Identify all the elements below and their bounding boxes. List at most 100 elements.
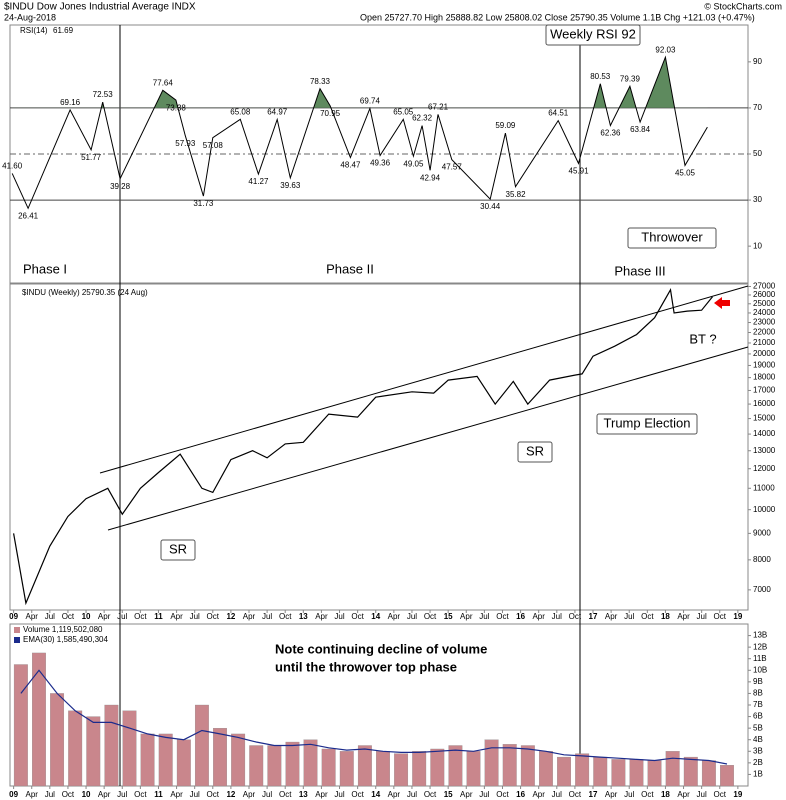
- credit: © StockCharts.com: [704, 1, 782, 11]
- y-tick-label: 5B: [753, 723, 763, 732]
- y-tick-label: 20000: [753, 349, 776, 358]
- data-label: 47.57: [442, 163, 463, 172]
- legend-swatch: [14, 627, 20, 633]
- x-tick-label: Apr: [26, 790, 39, 799]
- x-tick-label: 19: [733, 790, 742, 799]
- x-tick-label: Oct: [62, 790, 75, 799]
- annotation: Trump Election: [604, 415, 691, 430]
- x-tick-label: Apr: [605, 612, 618, 621]
- x-tick-label: Jul: [334, 790, 344, 799]
- x-tick-label: Jul: [697, 612, 707, 621]
- x-tick-label: 13: [299, 612, 308, 621]
- volume-bar: [720, 765, 734, 787]
- data-label: 64.97: [267, 108, 288, 117]
- data-label: 49.36: [370, 159, 391, 168]
- x-tick-label: Jul: [45, 612, 55, 621]
- volume-bar: [611, 759, 626, 787]
- volume-bar: [158, 733, 173, 787]
- x-tick-label: Oct: [714, 612, 727, 621]
- data-label: 72.53: [93, 90, 114, 99]
- volume-bar: [249, 745, 264, 787]
- x-tick-label: Apr: [315, 790, 328, 799]
- y-tick-label: 24000: [753, 308, 776, 317]
- data-label: 80.53: [590, 72, 611, 81]
- volume-bar: [593, 756, 608, 787]
- x-tick-label: 17: [589, 612, 598, 621]
- data-label: 59.09: [495, 121, 516, 130]
- data-label: 79.39: [620, 74, 641, 83]
- quote: Open 25727.70 High 25888.82 Low 25808.02…: [360, 12, 755, 22]
- y-tick-label: 3B: [753, 746, 763, 755]
- y-tick-label: 4B: [753, 735, 763, 744]
- y-tick-label: 23000: [753, 318, 776, 327]
- x-tick-label: Jul: [479, 612, 489, 621]
- x-tick-label: Jul: [407, 790, 417, 799]
- x-tick-label: Oct: [641, 612, 654, 621]
- data-label: 42.94: [420, 173, 441, 182]
- x-tick-label: Apr: [532, 790, 545, 799]
- overbought-fill: [101, 57, 675, 108]
- x-tick-label: Apr: [315, 612, 328, 621]
- x-tick-label: Apr: [532, 612, 545, 621]
- volume-bar: [466, 751, 481, 787]
- x-tick-label: Apr: [677, 612, 690, 621]
- volume-bar: [68, 710, 83, 787]
- rsi-line: [11, 55, 708, 210]
- annotation: Phase III: [614, 263, 665, 278]
- annotation: until the throwover top phase: [275, 659, 457, 674]
- y-tick-label: 1B: [753, 770, 763, 779]
- volume-bar: [86, 716, 101, 787]
- y-tick-label: 8000: [753, 555, 771, 564]
- data-label: 73.38: [166, 103, 187, 112]
- data-label: 48.47: [340, 161, 361, 170]
- y-tick-label: 13000: [753, 446, 776, 455]
- y-tick-label: 15000: [753, 414, 776, 423]
- data-label: 67.21: [428, 102, 449, 111]
- x-tick-label: Jul: [624, 612, 634, 621]
- data-label: 57.08: [203, 141, 224, 150]
- x-tick-label: Oct: [279, 790, 292, 799]
- x-tick-label: Apr: [605, 790, 618, 799]
- x-tick-label: Jul: [552, 612, 562, 621]
- volume-bar: [448, 745, 463, 787]
- x-tick-label: Oct: [496, 612, 509, 621]
- channel-lower: [107, 346, 749, 531]
- volume-bar: [683, 756, 698, 787]
- x-tick-label: Apr: [677, 790, 690, 799]
- volume-bar: [357, 745, 372, 787]
- x-tick-label: Oct: [424, 612, 437, 621]
- volume-bar: [557, 756, 571, 787]
- x-tick-label: Jul: [45, 790, 55, 799]
- price-frame: [9, 283, 749, 611]
- x-tick-label: Jul: [407, 612, 417, 621]
- x-tick-label: Oct: [569, 790, 582, 799]
- legend: $INDU (Weekly) 25790.35 (24 Aug): [22, 288, 148, 297]
- y-tick-label: 17000: [753, 386, 776, 395]
- volume-bar: [176, 739, 191, 787]
- callout-box: [545, 24, 641, 46]
- volume-bar: [104, 704, 119, 787]
- y-tick-label: 7B: [753, 700, 763, 709]
- x-tick-label: Jul: [552, 790, 562, 799]
- y-tick-label: 30: [753, 195, 762, 204]
- data-label: 26.41: [18, 211, 39, 220]
- y-tick-label: 19000: [753, 361, 776, 370]
- y-tick-label: 9000: [753, 528, 771, 537]
- data-label: 41.60: [2, 161, 23, 170]
- annotation: Note continuing decline of volume: [275, 641, 487, 656]
- volume-bar: [502, 744, 517, 787]
- volume-bar: [140, 733, 155, 787]
- date: 24-Aug-2018: [4, 12, 56, 22]
- volume-bar: [376, 751, 390, 787]
- x-tick-label: Apr: [388, 790, 401, 799]
- volume-bar: [194, 704, 209, 787]
- annotation: Throwover: [641, 229, 703, 244]
- callout-box: [517, 441, 553, 463]
- annotation: Phase II: [326, 261, 374, 276]
- data-label: 69.74: [360, 97, 381, 106]
- volume-bar: [213, 727, 227, 787]
- x-tick-label: Jul: [190, 612, 200, 621]
- data-label: 65.05: [393, 107, 414, 116]
- channel-upper: [99, 285, 749, 474]
- x-tick-label: Jul: [190, 790, 200, 799]
